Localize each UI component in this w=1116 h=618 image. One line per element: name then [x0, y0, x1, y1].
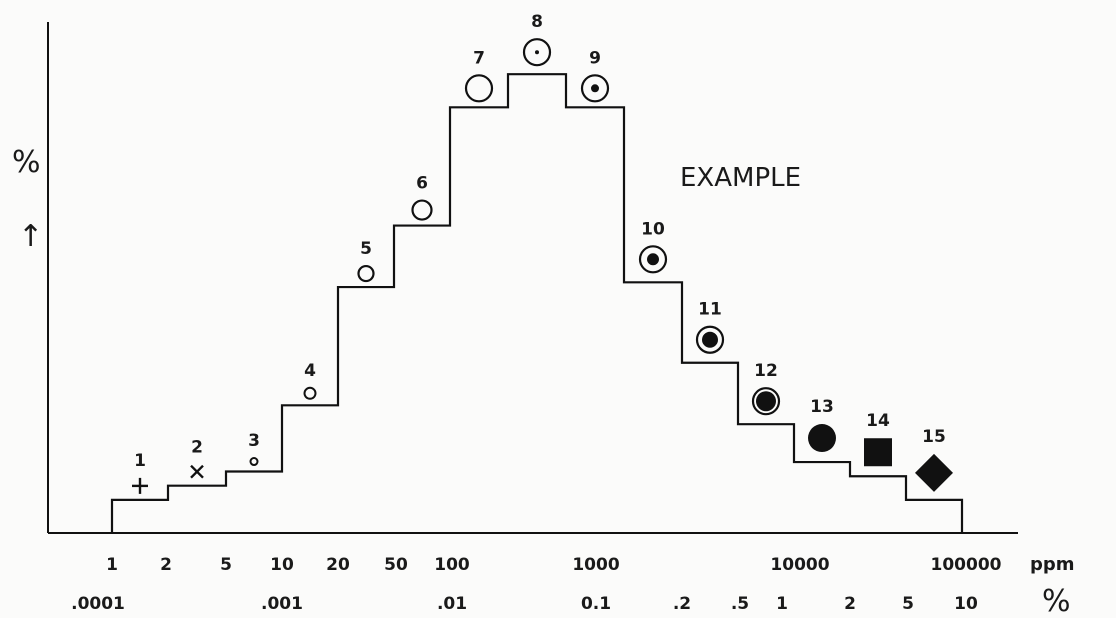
symbol-circle-dot-large-9: [580, 74, 610, 103]
ppm-tick-label: 5: [220, 555, 232, 575]
step-number-label: 11: [698, 300, 722, 320]
percent-tick-label: .5: [731, 594, 749, 614]
step-number-label: 14: [866, 411, 890, 431]
symbol-plus-1: [132, 477, 148, 494]
step-number-label: 1: [134, 451, 146, 471]
example-annotation: EXAMPLE: [680, 163, 801, 193]
ppm-tick-label: 10000: [770, 555, 829, 575]
percent-tick-label: .01: [437, 594, 467, 614]
symbol-cross-2: [190, 464, 204, 479]
ppm-tick-label: 50: [384, 555, 408, 575]
ppm-tick-label: 100: [434, 555, 470, 575]
y-axis-label: %: [12, 145, 41, 180]
step-number-label: 7: [473, 48, 485, 68]
step-number-label: 12: [754, 361, 778, 381]
percent-tick-label: .001: [261, 594, 303, 614]
step-number-label: 3: [248, 431, 260, 451]
step-number-label: 4: [304, 361, 316, 381]
step-line: [110, 73, 964, 533]
step-number-label: 13: [810, 397, 834, 417]
ppm-tick-labels: 1 2 5 10 20 50 100 1000 10000 100000: [106, 555, 1002, 575]
symbol-filled-square-14: [864, 438, 892, 467]
ppm-tick-label: 1: [106, 555, 118, 575]
step-number-label: 8: [531, 12, 543, 32]
percent-tick-label: .0001: [71, 594, 125, 614]
symbol-circle-dot-8: [522, 38, 552, 67]
symbol-circle-filled-center-10: [638, 245, 668, 274]
percent-tick-labels: .0001 .001 .01 0.1 .2 .5 1 2 5 10: [71, 594, 978, 614]
ppm-tick-label: 10: [270, 555, 294, 575]
ppm-tick-label: 100000: [931, 555, 1002, 575]
symbol-circle-nearly-filled-12: [751, 387, 781, 416]
percent-tick-label: 0.1: [581, 594, 611, 614]
step-number-label: 9: [589, 48, 601, 68]
symbol-filled-diamond-15: [915, 453, 953, 492]
percent-tick-label: 1: [776, 594, 788, 614]
symbols: [132, 38, 953, 494]
percent-tick-label: .2: [673, 594, 691, 614]
percent-tick-label: 5: [902, 594, 914, 614]
symbol-tiny-circle-3: [249, 457, 259, 467]
symbol-circle-6: [411, 199, 433, 221]
percent-tick-label: 2: [844, 594, 856, 614]
symbol-small-circle-4: [303, 386, 317, 400]
y-axis-arrow: ↑: [18, 219, 43, 254]
symbol-large-circle-7: [464, 74, 494, 103]
step-number-label: 5: [360, 239, 372, 259]
percent-tick-label: 10: [954, 594, 978, 614]
symbol-circle-filled-center-11: [695, 325, 725, 354]
ppm-tick-label: 20: [326, 555, 350, 575]
step-number-label: 6: [416, 174, 428, 194]
axes: [47, 22, 1018, 534]
step-number-label: 2: [191, 438, 203, 458]
symbol-circle-5: [357, 264, 375, 283]
step-number-label: 15: [922, 427, 946, 447]
ppm-tick-label: 2: [160, 555, 172, 575]
percent-unit-label: %: [1042, 584, 1071, 618]
step-number-label: 10: [641, 219, 665, 239]
ppm-unit-label: ppm: [1030, 554, 1075, 575]
symbol-filled-circle-13: [808, 424, 836, 453]
ppm-tick-label: 1000: [572, 555, 619, 575]
